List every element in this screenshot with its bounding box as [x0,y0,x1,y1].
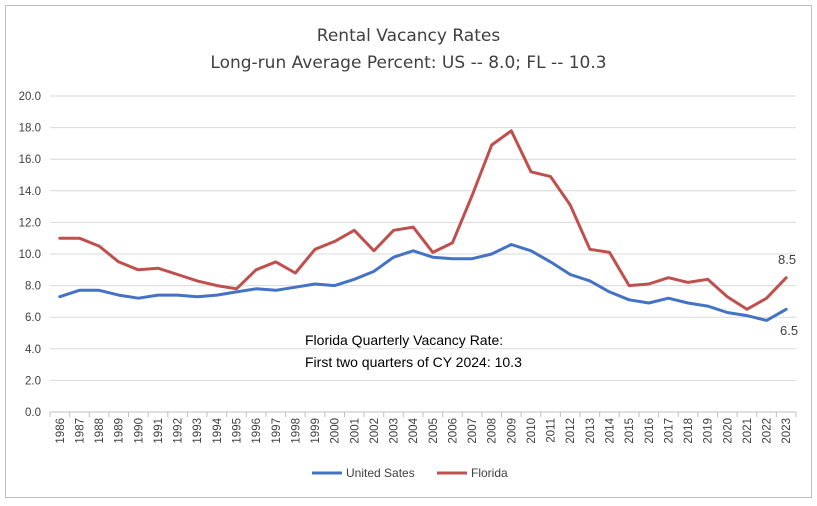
y-tick-label: 20.0 [19,91,41,103]
y-tick-label: 4.0 [25,344,41,356]
x-tick-label: 2021 [742,418,754,444]
y-tick-label: 16.0 [19,154,41,166]
x-tick-label: 1998 [290,418,302,444]
x-tick-label: 2010 [526,418,538,444]
x-tick-label: 2002 [369,418,381,444]
x-tick-label: 1992 [173,418,185,444]
chart-subtitle: Long-run Average Percent: US -- 8.0; FL … [210,53,607,73]
florida-series-line [58,129,788,311]
x-tick-label: 1988 [94,418,106,444]
y-tick-label: 0.0 [25,407,41,419]
x-tick-label: 2009 [506,418,518,444]
y-tick-label: 2.0 [25,375,41,387]
y-tick-label: 18.0 [19,123,41,135]
x-tick-label: 2001 [349,418,361,444]
annotation-line-1: Florida Quarterly Vacancy Rate: [305,332,503,348]
x-tick-label: 2011 [546,418,558,443]
x-tick-label: 2019 [703,418,715,444]
y-tick-label: 8.0 [25,281,41,293]
x-tick-label: 2005 [428,418,440,444]
x-tick-label: 2020 [722,418,734,444]
chart-title: Rental Vacancy Rates [316,26,501,46]
x-tick-label: 2014 [605,417,617,443]
x-tick-label: 2023 [781,418,793,444]
x-tick-label: 2018 [683,418,695,444]
legend-us-label: United Sates [346,466,415,480]
x-tick-label: 1987 [74,418,86,444]
x-tick-label: 2012 [565,418,577,444]
x-tick-label: 1999 [310,418,322,444]
x-tick-label: 2022 [762,418,774,444]
us-end-label: 6.5 [780,323,798,338]
x-tick-label: 1997 [271,418,283,444]
x-tick-label: 2015 [624,418,636,444]
x-tick-label: 2013 [585,418,597,444]
x-tick-label: 2008 [487,418,499,444]
florida-end-label: 8.5 [778,252,796,267]
x-tick-label: 2017 [663,418,675,444]
x-tick-label: 2004 [408,417,420,443]
legend: United Sates Florida [312,466,508,480]
x-tick-label: 1995 [232,418,244,444]
x-tick-label: 2006 [447,418,459,444]
x-tick-label: 1986 [55,418,67,444]
y-tick-label: 14.0 [19,186,41,198]
x-tick-label: 1990 [133,418,145,444]
x-tick-label: 1993 [192,418,204,444]
us-series-line [58,243,788,322]
y-tick-label: 6.0 [25,312,41,324]
y-tick-label: 10.0 [19,249,41,261]
x-tick-label: 2000 [330,418,342,444]
x-tick-label: 2003 [389,418,401,444]
x-tick-label: 2016 [644,418,656,444]
y-tick-label: 12.0 [19,217,41,229]
x-tick-label: 1991 [153,418,165,444]
x-tick-label: 1996 [251,418,263,444]
x-tick-label: 2007 [467,418,479,444]
annotation-line-2: First two quarters of CY 2024: 10.3 [305,354,522,370]
x-tick-label: 1989 [114,418,126,444]
x-tick-label: 1994 [212,417,224,443]
legend-florida-label: Florida [471,466,508,480]
